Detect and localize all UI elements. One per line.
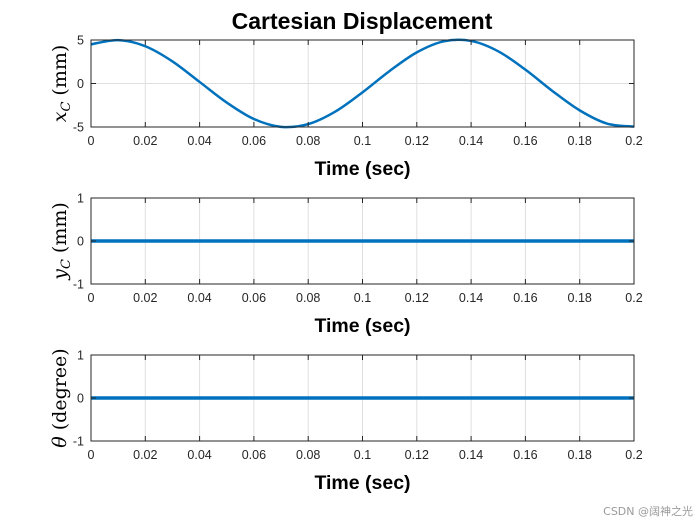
axes-x-displacement: 0 0.02 0.04 0.06 0.08 0.1 0.12 0.14 0.16 0.18 0.2 -…	[49, 34, 643, 181]
y-axis-unit: (mm)	[49, 45, 71, 96]
x-tick-label: 0.04	[187, 291, 211, 305]
y-axis-symbol: θ	[49, 436, 71, 448]
x-tick-label: 0.14	[459, 448, 483, 462]
x-tick-label: 0.18	[568, 134, 592, 148]
x-tick-label: 0.2	[625, 448, 642, 462]
x-tick-label: 0.1	[354, 134, 371, 148]
y-axis-subscript: C	[59, 259, 74, 269]
x-axis-label: Time (sec)	[314, 472, 410, 494]
x-tick-label: 0	[88, 134, 95, 148]
y-axis-symbol: y	[49, 269, 71, 281]
y-tick-label: -5	[73, 121, 84, 135]
x-tick-label: 0.02	[133, 291, 157, 305]
y-tick-label: 0	[77, 77, 84, 91]
y-tick-label: 1	[77, 349, 84, 363]
x-tick-label: 0	[88, 291, 95, 305]
x-tick-label: 0	[88, 448, 95, 462]
x-tick-label: 0.08	[296, 448, 320, 462]
y-axis-unit: (mm)	[49, 202, 71, 253]
y-tick-label: -1	[73, 278, 84, 292]
x-tick-label: 0.02	[133, 134, 157, 148]
x-tick-label: 0.16	[513, 291, 537, 305]
y-axis-label: yC (mm)	[49, 202, 74, 281]
y-axis-label: xC (mm)	[49, 45, 74, 123]
series-line-x_C	[90, 38, 635, 129]
y-tick-label: 0	[77, 235, 84, 249]
x-tick-label: 0.02	[133, 448, 157, 462]
x-tick-label: 0.16	[513, 134, 537, 148]
y-tick-label: 0	[77, 392, 84, 406]
x-tick-label: 0.12	[405, 291, 429, 305]
x-tick-label: 0.04	[187, 448, 211, 462]
x-axis-label: Time (sec)	[314, 158, 410, 180]
x-tick-label: 0.08	[296, 134, 320, 148]
x-tick-label: 0.06	[242, 134, 266, 148]
x-tick-label: 0.06	[242, 448, 266, 462]
x-tick-label: 0.08	[296, 291, 320, 305]
x-tick-label: 0.16	[513, 448, 537, 462]
x-tick-label: 0.1	[354, 291, 371, 305]
y-tick-label: -1	[73, 435, 84, 449]
x-tick-label: 0.14	[459, 291, 483, 305]
watermark: CSDN @阔神之光	[603, 505, 693, 518]
x-tick-label: 0.18	[568, 291, 592, 305]
x-tick-label: 0.1	[354, 448, 371, 462]
x-tick-label: 0.06	[242, 291, 266, 305]
y-axis-label: θ (degree)	[49, 348, 71, 447]
x-tick-label: 0.18	[568, 448, 592, 462]
x-axis-label: Time (sec)	[314, 315, 410, 337]
x-tick-label: 0.04	[187, 134, 211, 148]
y-axis-unit: (degree)	[49, 348, 71, 430]
x-tick-label: 0.14	[459, 134, 483, 148]
y-tick-label: 5	[77, 34, 84, 48]
axes-theta-displacement: 0 0.02 0.04 0.06 0.08 0.1 0.12 0.14 0.16 0.18 0.2 -…	[49, 348, 643, 494]
x-tick-label: 0.12	[405, 134, 429, 148]
y-axis-subscript: C	[59, 102, 74, 112]
axes-y-displacement: 0 0.02 0.04 0.06 0.08 0.1 0.12 0.14 0.16 0.18 0.2 -…	[49, 192, 643, 338]
figure-title: Cartesian Displacement	[232, 8, 493, 34]
x-tick-label: 0.2	[625, 291, 642, 305]
y-tick-label: 1	[77, 192, 84, 206]
x-tick-label: 0.12	[405, 448, 429, 462]
y-axis-symbol: x	[49, 111, 71, 122]
x-tick-label: 0.2	[625, 134, 642, 148]
